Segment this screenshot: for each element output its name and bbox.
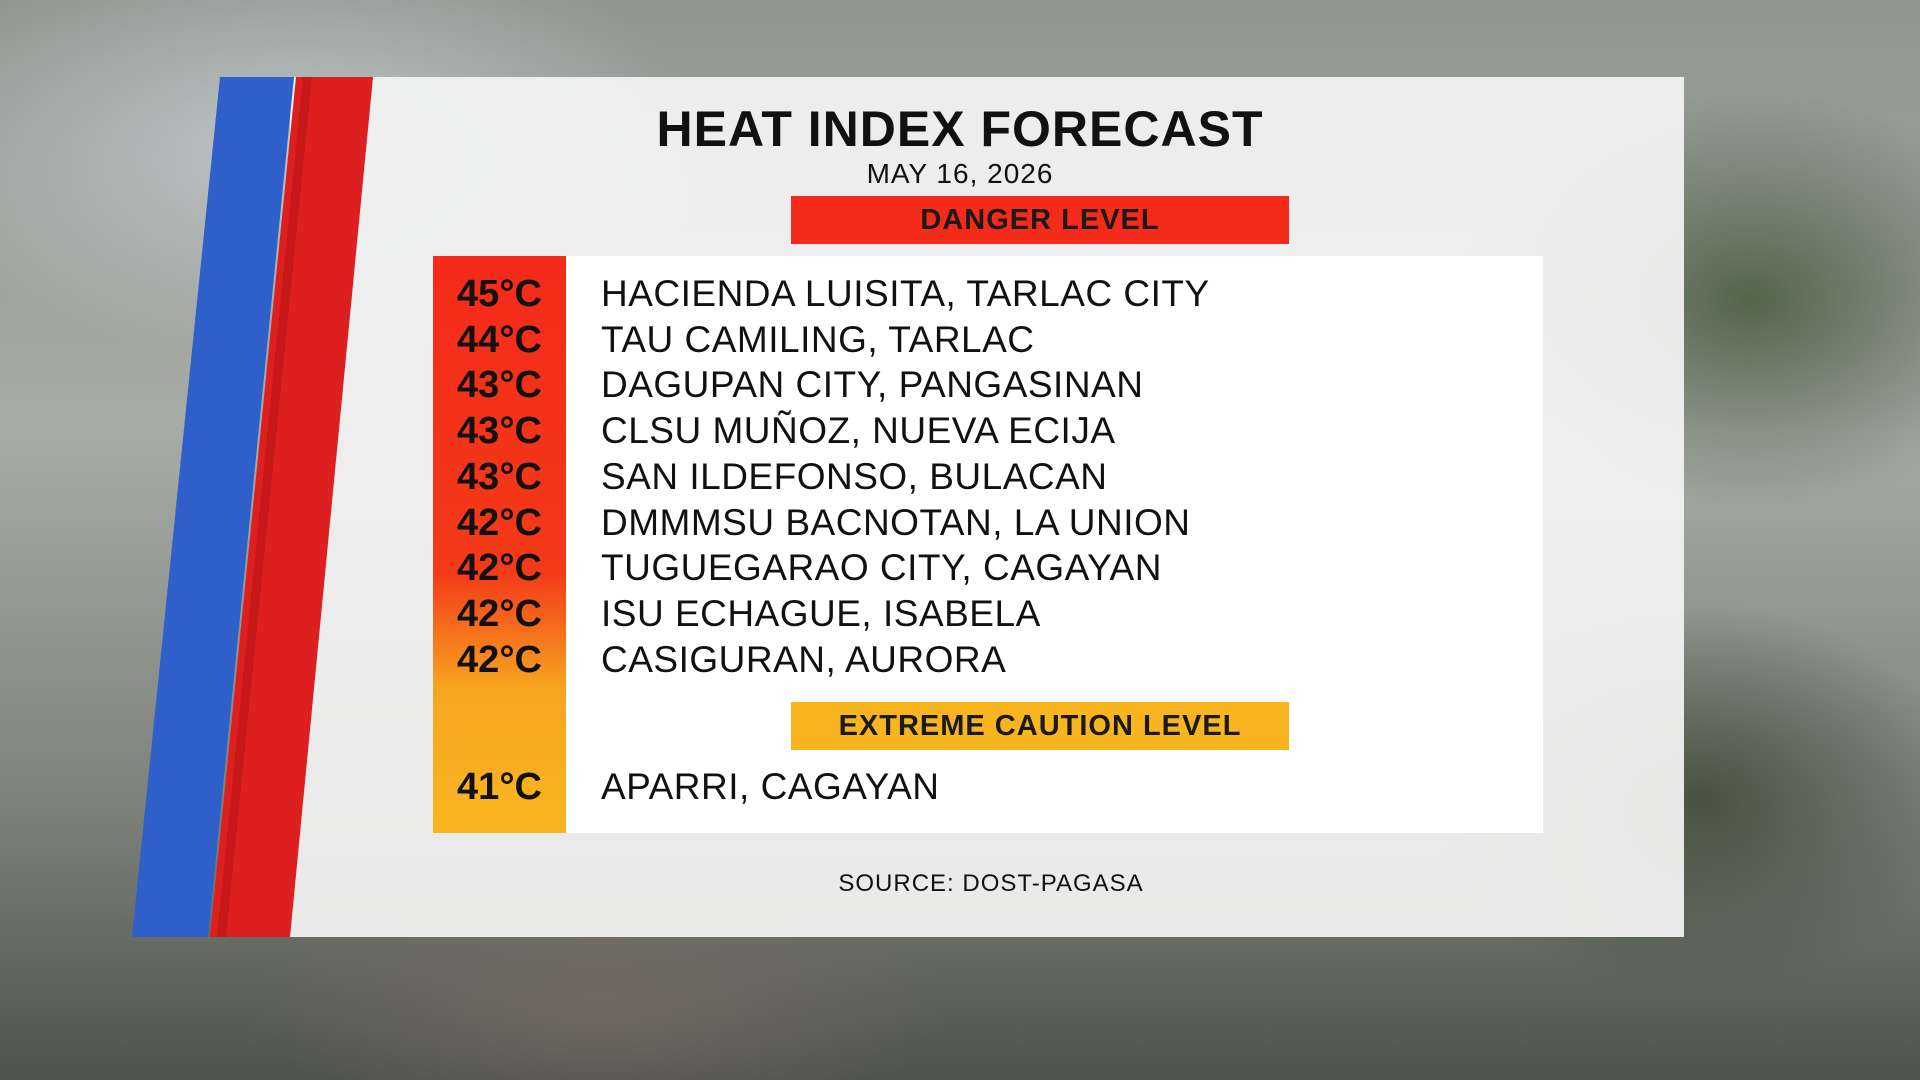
- temperature: 42°C: [457, 638, 542, 681]
- temperature-column: [433, 256, 566, 833]
- date: MAY 16, 2026: [866, 158, 1054, 189]
- stripe-shade: [217, 77, 312, 937]
- temperature: 45°C: [457, 273, 542, 315]
- location: APARRI, CAGAYAN: [601, 766, 940, 807]
- location: SAN ILDEFONSO, BULACAN: [601, 455, 1108, 497]
- temperature: 43°C: [457, 410, 542, 453]
- temperature: 42°C: [457, 501, 542, 544]
- level-banner: EXTREME CAUTION LEVEL: [791, 702, 1289, 750]
- location: DAGUPAN CITY, PANGASINAN: [601, 364, 1144, 406]
- location: ISU ECHAGUE, ISABELA: [601, 592, 1041, 634]
- location: TUGUEGARAO CITY, CAGAYAN: [601, 547, 1162, 589]
- title: HEAT INDEX FORECAST: [656, 101, 1264, 157]
- level-banner: DANGER LEVEL: [791, 196, 1289, 244]
- location: TAU CAMILING, TARLAC: [601, 318, 1035, 360]
- source: SOURCE: DOST-PAGASA: [838, 870, 1144, 897]
- location: CASIGURAN, AURORA: [601, 638, 1007, 680]
- temperature: 43°C: [457, 455, 542, 498]
- temperature: 43°C: [457, 364, 542, 407]
- location: CLSU MUÑOZ, NUEVA ECIJA: [601, 410, 1116, 452]
- temperature: 41°C: [457, 766, 542, 808]
- temperature: 42°C: [457, 592, 542, 635]
- location: HACIENDA LUISITA, TARLAC CITY: [601, 273, 1210, 314]
- location: DMMMSU BACNOTAN, LA UNION: [601, 501, 1191, 543]
- temperature: 42°C: [457, 547, 542, 590]
- blue-stripe: [132, 77, 294, 937]
- temperature: 44°C: [457, 318, 542, 361]
- red-stripe: [210, 77, 373, 937]
